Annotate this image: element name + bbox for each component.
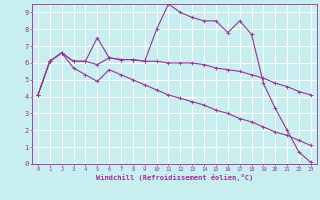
X-axis label: Windchill (Refroidissement éolien,°C): Windchill (Refroidissement éolien,°C) [96, 174, 253, 181]
